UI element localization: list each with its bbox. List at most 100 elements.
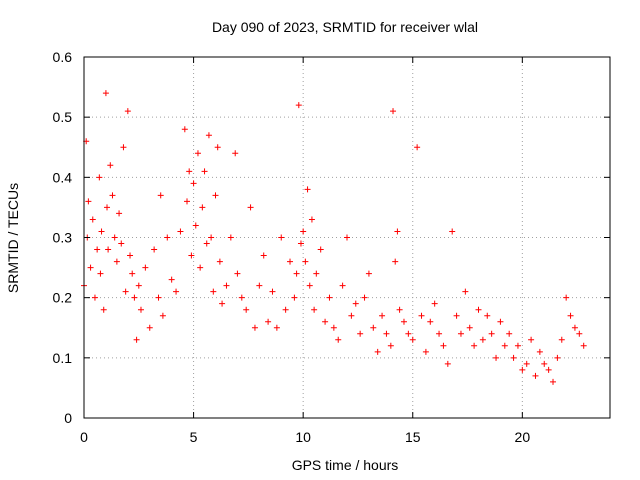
data-point	[357, 330, 364, 337]
data-point	[563, 294, 570, 301]
data-point	[396, 306, 403, 313]
data-point	[306, 282, 313, 289]
data-point	[295, 102, 302, 109]
data-point	[497, 318, 504, 325]
data-point	[422, 348, 429, 355]
data-point	[571, 324, 578, 331]
data-point	[133, 336, 140, 343]
data-point	[311, 306, 318, 313]
data-point	[181, 126, 188, 133]
data-point	[269, 288, 276, 295]
x-axis-label: GPS time / hours	[292, 457, 399, 473]
data-point	[197, 264, 204, 271]
data-point	[111, 234, 118, 241]
data-point	[453, 312, 460, 319]
data-point	[129, 270, 136, 277]
data-point	[514, 342, 521, 349]
data-point	[344, 234, 350, 241]
data-point	[506, 330, 513, 337]
data-point	[427, 318, 434, 325]
data-point	[308, 216, 315, 223]
data-point	[120, 144, 127, 151]
data-point	[146, 324, 153, 331]
data-point	[510, 354, 517, 361]
y-tick-label: 0.4	[53, 169, 73, 185]
data-point	[282, 306, 289, 313]
data-point	[313, 270, 320, 277]
data-point	[322, 318, 329, 325]
data-point	[227, 234, 234, 241]
data-point	[216, 258, 223, 265]
data-point	[105, 246, 112, 253]
data-point	[300, 228, 307, 235]
data-point	[142, 264, 149, 271]
data-point	[159, 312, 166, 319]
data-point	[127, 252, 134, 259]
data-point	[370, 324, 377, 331]
data-point	[558, 336, 565, 343]
data-point	[335, 336, 342, 343]
data-point	[541, 360, 548, 367]
grid	[84, 57, 610, 418]
data-point	[302, 258, 309, 265]
data-point	[532, 372, 539, 379]
data-point	[405, 330, 412, 337]
data-point	[212, 192, 219, 199]
data-point	[273, 324, 280, 331]
data-point	[109, 192, 116, 199]
data-point	[291, 294, 298, 301]
data-point	[444, 360, 451, 367]
data-point	[488, 330, 495, 337]
data-point	[493, 354, 500, 361]
data-point	[173, 288, 180, 295]
data-point	[168, 276, 175, 283]
data-point	[89, 216, 96, 223]
data-point	[131, 294, 138, 301]
data-point	[580, 342, 587, 349]
data-point	[293, 270, 300, 277]
data-point	[287, 258, 294, 265]
data-point	[223, 282, 230, 289]
x-tick-label: 20	[515, 429, 531, 445]
data-point	[365, 270, 372, 277]
data-point	[137, 306, 144, 313]
data-point	[304, 186, 311, 193]
data-point	[436, 330, 443, 337]
data-point	[475, 306, 482, 313]
data-point	[203, 240, 210, 247]
data-point	[201, 168, 208, 175]
data-point	[157, 192, 164, 199]
data-point	[400, 318, 407, 325]
data-point	[387, 342, 394, 349]
data-point	[238, 294, 245, 301]
data-point	[265, 318, 272, 325]
data-point	[102, 90, 109, 97]
y-tick-label: 0	[64, 410, 72, 426]
data-point	[471, 342, 478, 349]
data-point	[390, 108, 397, 115]
data-point	[219, 300, 226, 307]
data-point	[374, 348, 381, 355]
data-point	[394, 228, 401, 235]
data-point	[210, 288, 217, 295]
data-point	[164, 234, 171, 241]
data-point	[91, 294, 98, 301]
y-tick-label: 0.1	[53, 350, 73, 366]
data-point	[190, 180, 197, 187]
data-point	[214, 144, 221, 151]
data-point	[232, 150, 239, 157]
axis-ticks: 0 0.1 0.2 0.3 0.4 0.5 0.6 0 5 10 15 20	[53, 49, 610, 445]
data-point	[122, 288, 129, 295]
data-point	[135, 282, 142, 289]
data-point	[100, 306, 107, 313]
data-point	[87, 264, 94, 271]
data-point	[97, 270, 104, 277]
y-axis-label: SRMTID / TECUs	[5, 183, 21, 293]
data-point	[104, 204, 111, 211]
data-point	[576, 330, 583, 337]
data-point	[177, 228, 184, 235]
data-point	[501, 342, 508, 349]
x-tick-label: 15	[405, 429, 421, 445]
data-point	[361, 294, 368, 301]
data-point	[184, 198, 191, 205]
